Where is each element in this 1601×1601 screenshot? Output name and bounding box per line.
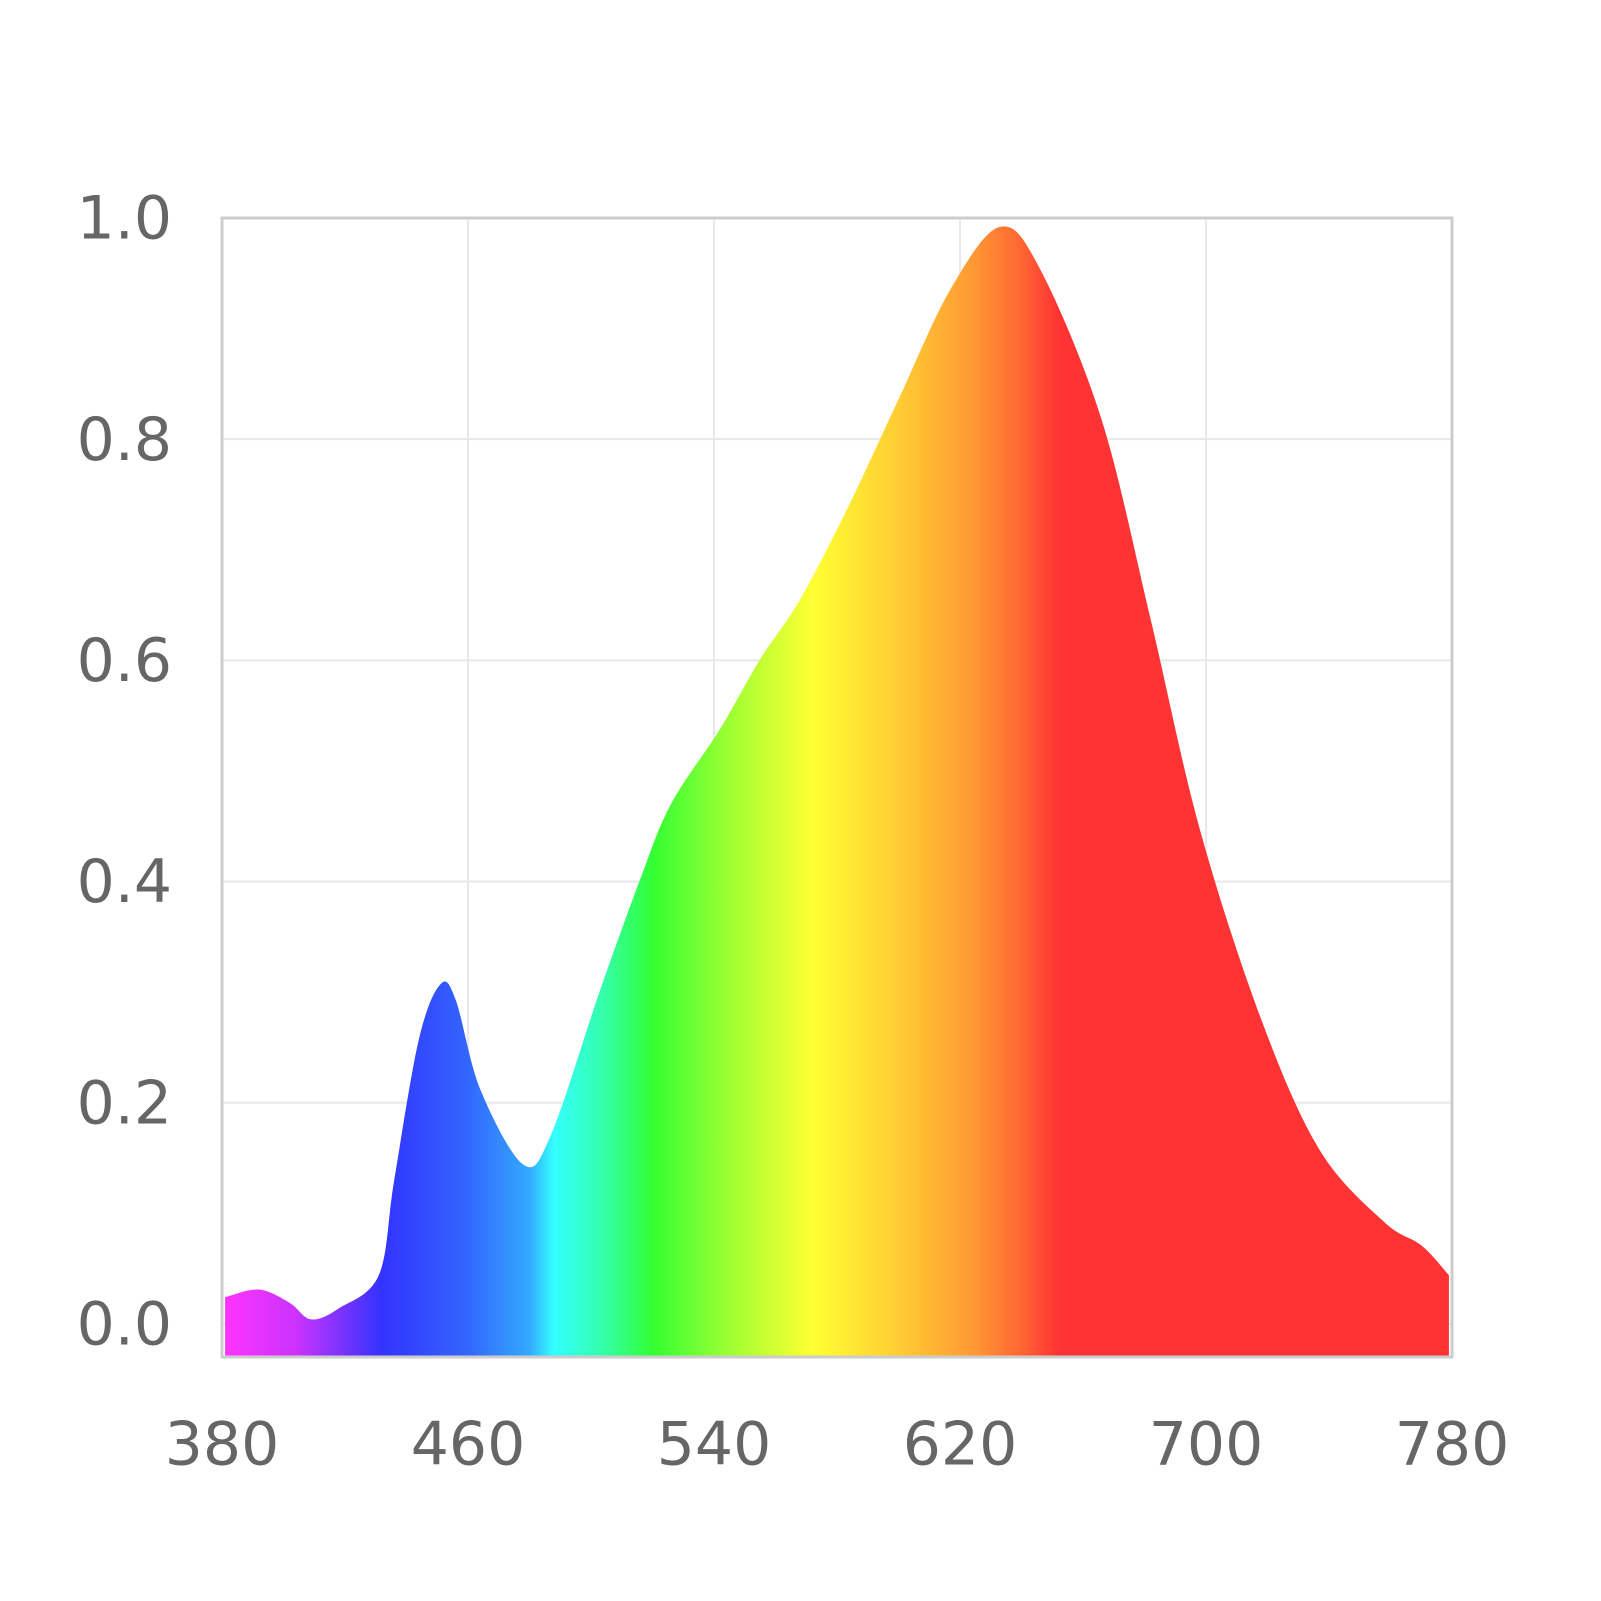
y-tick-label: 0.4 (77, 847, 172, 917)
plot-border (220, 216, 1454, 1359)
x-tick-label: 460 (411, 1410, 526, 1480)
plot (225, 226, 1449, 1356)
x-tick-label: 700 (1149, 1410, 1264, 1480)
y-tick-label: 0.8 (77, 405, 172, 475)
x-tick-label: 380 (165, 1410, 280, 1480)
y-tick-label: 0.0 (77, 1289, 172, 1359)
y-tick-label: 0.2 (77, 1068, 172, 1138)
x-tick-label: 620 (903, 1410, 1018, 1480)
spectrum-area (225, 226, 1449, 1356)
labels: 0.0 0.2 0.4 0.6 0.8 1.0 380 460 540 620 700 780 (77, 184, 1510, 1480)
x-tick-label: 540 (657, 1410, 772, 1480)
y-tick-label: 1.0 (77, 184, 172, 254)
y-tick-label: 0.6 (77, 626, 172, 696)
x-tick-label: 780 (1395, 1410, 1510, 1480)
